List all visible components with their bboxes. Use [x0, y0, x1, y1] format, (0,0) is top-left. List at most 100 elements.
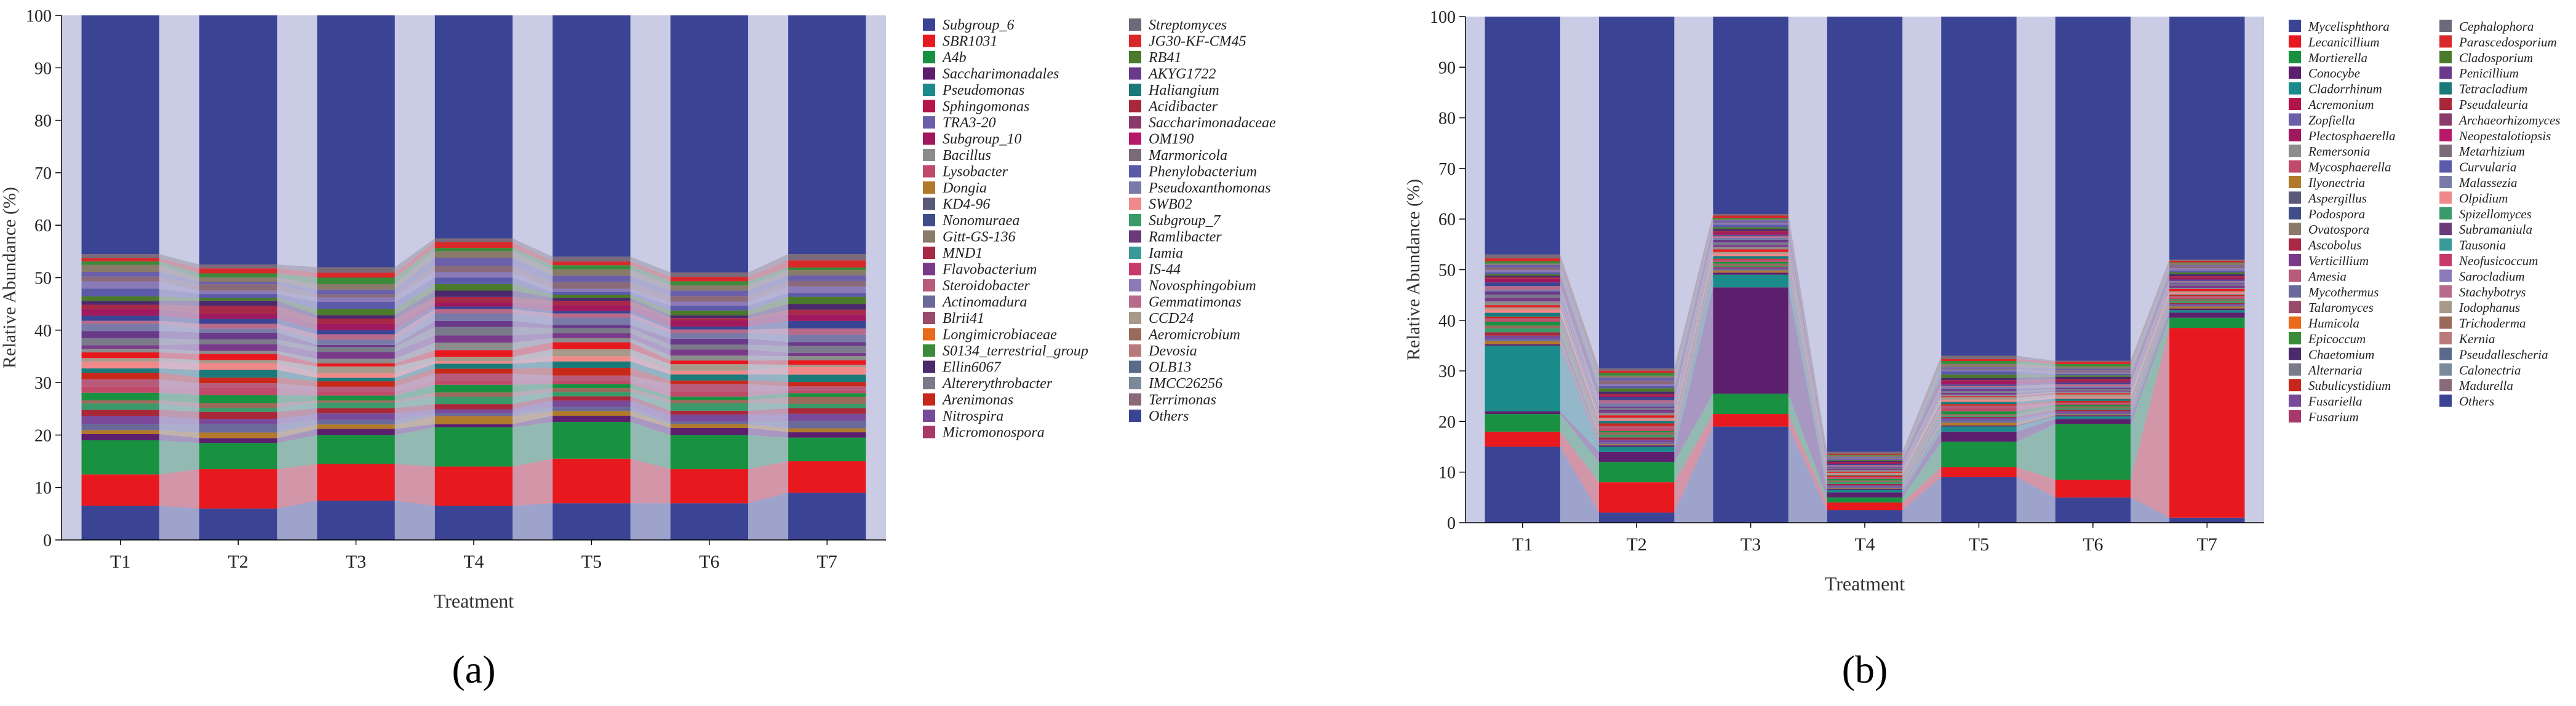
connector-band [1902, 404, 1942, 477]
legend-swatch [2289, 35, 2301, 48]
legend-label: Curvularia [2459, 160, 2516, 175]
connector-band [512, 388, 553, 397]
legend-swatch [2289, 238, 2301, 251]
connector-band [2016, 399, 2056, 405]
minor-taxon-segment [1598, 384, 1675, 386]
legend-label: Iamia [1148, 245, 1183, 261]
connector-band [277, 424, 317, 438]
connector-band [277, 298, 317, 315]
connector-band [1560, 414, 1599, 483]
connector-band [1560, 274, 1599, 392]
taxon-segment [1827, 492, 1903, 498]
minor-taxon-segment [670, 338, 749, 345]
minor-taxon-segment [1941, 386, 2017, 387]
connector-band [159, 410, 199, 419]
minor-taxon-segment [788, 314, 866, 321]
minor-taxon-segment [434, 290, 513, 297]
minor-taxon-segment [1485, 320, 1560, 322]
connector-band [748, 397, 789, 404]
minor-taxon-segment [317, 302, 395, 309]
minor-taxon-segment [552, 292, 631, 295]
minor-taxon-segment [1485, 295, 1560, 298]
minor-taxon-segment [317, 373, 395, 378]
minor-taxon-segment [1598, 413, 1675, 416]
connector-band [630, 276, 671, 296]
minor-taxon-segment [1485, 312, 1560, 317]
minor-taxon-segment [434, 343, 513, 351]
connector-band [394, 384, 435, 401]
connector-band [748, 280, 789, 302]
connector-band [2016, 405, 2056, 414]
connector-band [2016, 408, 2056, 417]
legend-label: Chaetomium [2308, 347, 2374, 362]
connector-band [2016, 414, 2056, 426]
minor-taxon-segment [1827, 458, 1903, 459]
minor-taxon-segment [1941, 425, 2017, 427]
minor-taxon-segment [1941, 400, 2017, 402]
minor-taxon-segment [1485, 316, 1560, 319]
minor-taxon-segment [2055, 394, 2131, 397]
legend-swatch [1129, 197, 1141, 210]
minor-taxon-segment [2169, 288, 2245, 292]
connector-band [512, 238, 553, 262]
minor-taxon-segment [1713, 234, 1788, 236]
connector-band [630, 261, 671, 282]
minor-taxon-segment [1713, 219, 1788, 221]
legend-label: Spizellomyces [2459, 207, 2532, 221]
minor-taxon-segment [2169, 268, 2245, 271]
minor-taxon-segment [199, 273, 277, 278]
minor-taxon-segment [788, 403, 866, 408]
legend-label: Mortierella [2308, 50, 2367, 65]
minor-taxon-segment [199, 314, 277, 319]
minor-taxon-segment [2055, 414, 2131, 416]
connector-band [277, 413, 317, 424]
connector-band [394, 320, 435, 347]
connector-band [748, 304, 789, 319]
connector-band [1674, 223, 1713, 386]
legend-label: SBR1031 [943, 34, 997, 50]
minor-taxon-segment [1598, 421, 1675, 424]
minor-taxon-segment [670, 396, 749, 400]
legend-label: Penicillium [2458, 66, 2519, 81]
connector-band [2131, 284, 2170, 391]
taxon-segment [2055, 419, 2131, 424]
minor-taxon-segment [81, 338, 159, 346]
minor-taxon-segment [552, 261, 631, 266]
minor-taxon-segment [1941, 416, 2017, 418]
minor-taxon-segment [199, 319, 277, 324]
legend-swatch [1129, 67, 1141, 80]
minor-taxon-segment [1827, 457, 1903, 458]
legend-label: Neofusicoccum [2458, 253, 2538, 268]
connector-band [630, 416, 671, 435]
connector-band [2016, 410, 2056, 418]
minor-taxon-segment [1598, 400, 1675, 403]
connector-band [1674, 247, 1713, 416]
connector-band [394, 392, 435, 403]
connector-band [159, 358, 199, 363]
connector-band [2016, 383, 2056, 386]
connector-band [512, 248, 553, 270]
legend-label: Sarocladium [2459, 269, 2525, 284]
minor-taxon-segment [2055, 368, 2131, 371]
connector-band [394, 427, 435, 467]
minor-taxon-segment [2055, 386, 2131, 388]
connector-band [159, 434, 199, 443]
connector-band [512, 320, 553, 328]
minor-taxon-segment [788, 267, 866, 271]
taxon-segment [1827, 502, 1903, 510]
legend-swatch [2289, 113, 2301, 126]
legend-label: Neopestalotiopsis [2458, 129, 2551, 143]
minor-taxon-segment [670, 370, 749, 375]
minor-taxon-segment [199, 438, 277, 443]
connector-band [748, 427, 789, 438]
minor-taxon-segment [199, 387, 277, 395]
connector-band [2131, 288, 2170, 395]
others-segment [2055, 17, 2131, 361]
connector-band [1560, 339, 1599, 445]
legend-label: Malassezia [2458, 175, 2518, 190]
connector-band [1560, 286, 1599, 403]
connector-band [630, 305, 671, 327]
legend-swatch [923, 377, 935, 389]
legend-swatch [1129, 34, 1141, 47]
legend-swatch [2289, 98, 2301, 110]
